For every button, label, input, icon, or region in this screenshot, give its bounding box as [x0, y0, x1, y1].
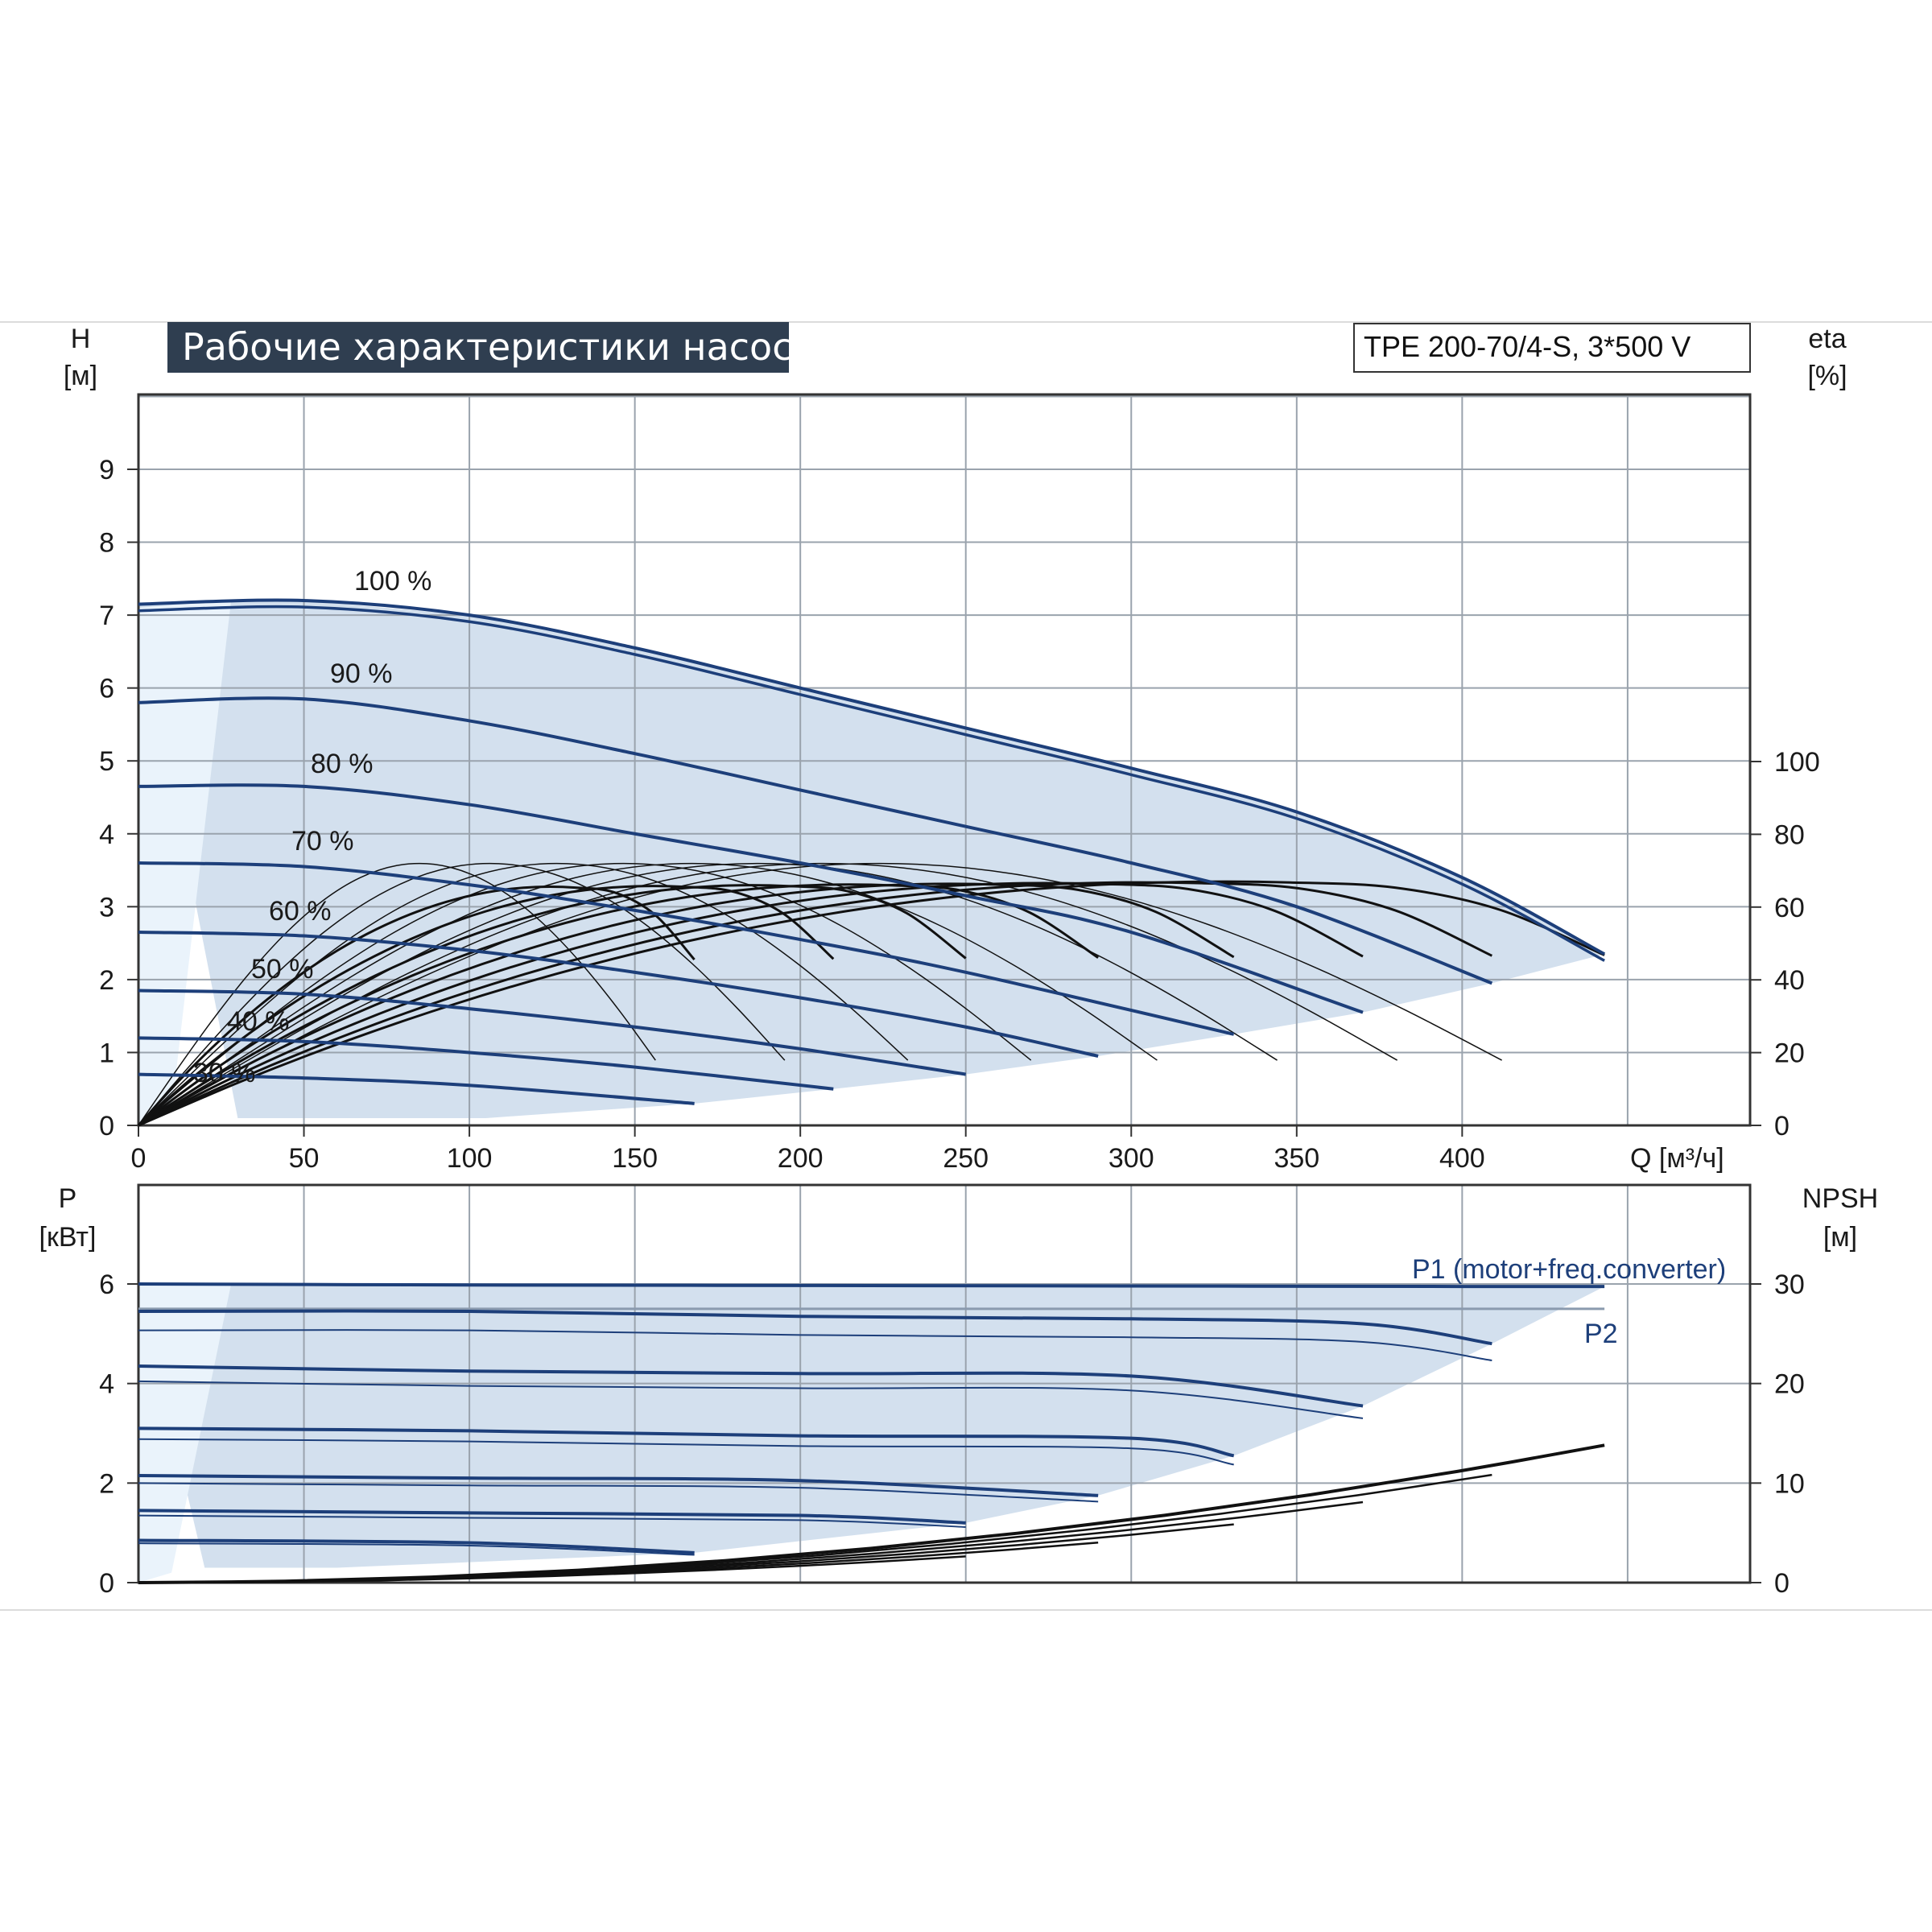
- power-curve: [138, 1309, 1492, 1346]
- efficiency-curve-thin: [138, 862, 656, 1126]
- y-right-tick-label: 80: [1774, 819, 1805, 850]
- head-efficiency-plot: 0 1 2 3 4 5 6 7 8 9 0 20 40 60 80 100 0 50 100 150 200 250 300…: [99, 393, 1820, 1174]
- npsh-tick-label: 30: [1774, 1269, 1805, 1300]
- y-left-unit-top: [м]: [64, 361, 97, 391]
- x-tick-label: 300: [1108, 1143, 1154, 1174]
- efficiency-curve: [138, 881, 1364, 1127]
- x-tick-label: 150: [612, 1143, 658, 1174]
- power-curve-p2: [138, 1438, 1234, 1466]
- x-tick-label: 250: [943, 1143, 989, 1174]
- p1-label: P1 (motor+freq.converter): [1412, 1254, 1726, 1285]
- power-curve: [138, 1282, 1605, 1289]
- head-curve: [138, 931, 1099, 1058]
- power-curve-p2: [138, 1482, 1099, 1503]
- head-curve: [138, 989, 967, 1076]
- head-curve: [138, 1036, 834, 1091]
- power-curve: [138, 1538, 695, 1554]
- speed-label: 80 %: [311, 749, 374, 779]
- y-left-tick-label: 8: [99, 528, 114, 559]
- speed-label: 60 %: [269, 896, 332, 927]
- power-curve: [138, 1509, 966, 1525]
- npsh-curve: [138, 1555, 966, 1584]
- p-tick-label: 4: [99, 1369, 114, 1400]
- efficiency-curve: [138, 885, 835, 1127]
- speed-label: 30 %: [193, 1058, 256, 1088]
- model-label: TPE 200-70/4-S, 3*500 V: [1364, 330, 1690, 363]
- efficiency-curve: [138, 883, 1099, 1127]
- y-left-tick-label: 4: [99, 819, 114, 850]
- efficiency-curve-thin: [138, 862, 786, 1126]
- power-curve-p2: [138, 1514, 966, 1528]
- head-curve: [138, 1072, 695, 1105]
- head-curve: [138, 605, 1605, 962]
- head-curve: [138, 598, 1606, 956]
- y-left-tick-label: 9: [99, 455, 114, 485]
- speed-label: 90 %: [330, 658, 393, 689]
- y-right-unit-top: [%]: [1807, 361, 1847, 391]
- head-curve: [138, 696, 1493, 985]
- x-tick-label: 200: [778, 1143, 824, 1174]
- y-right-tick-label: 100: [1774, 747, 1820, 778]
- chart-title: Рабочие характеристики насоса: [182, 325, 815, 369]
- y-left-tick-label: 3: [99, 892, 114, 923]
- power-curve: [138, 1364, 1364, 1408]
- efficiency-curve-thin: [138, 862, 909, 1126]
- x-tick-label: 100: [447, 1143, 493, 1174]
- efficiency-curve: [138, 884, 967, 1127]
- y-right-label-bottom: NPSH: [1802, 1183, 1878, 1214]
- efficiency-curve: [138, 881, 1492, 1127]
- power-curve: [138, 1426, 1235, 1458]
- power-curve-p2: [138, 1329, 1492, 1361]
- p-tick-label: 6: [99, 1269, 114, 1300]
- chart-title-box: Рабочие характеристики насоса: [167, 322, 815, 373]
- y-left-tick-label: 5: [99, 746, 114, 777]
- x-tick-label: 350: [1274, 1143, 1319, 1174]
- power-area: [138, 1284, 1605, 1568]
- y-right-tick-label: 60: [1774, 893, 1805, 923]
- npsh-tick-label: 0: [1774, 1568, 1790, 1599]
- power-low-area: [138, 1284, 232, 1583]
- speed-label: 50 %: [251, 954, 314, 985]
- y-right-unit-bottom: [м]: [1823, 1222, 1857, 1253]
- y-left-unit-bottom: [кВт]: [39, 1222, 97, 1253]
- speed-label: 70 %: [291, 826, 354, 857]
- y-left-tick-label: 6: [99, 674, 114, 704]
- y-right-tick-label: 0: [1774, 1111, 1790, 1141]
- power-curve: [138, 1474, 1099, 1497]
- efficiency-curve: [138, 882, 1235, 1127]
- y-left-tick-label: 0: [99, 1111, 114, 1141]
- x-tick-label: 400: [1439, 1143, 1485, 1174]
- model-box: TPE 200-70/4-S, 3*500 V: [1353, 323, 1751, 373]
- y-left-label-top: H: [71, 324, 91, 354]
- x-axis-label: Q [м³/ч]: [1630, 1143, 1724, 1174]
- speed-label: 100 %: [354, 566, 431, 597]
- power-curve-p2: [138, 1542, 695, 1556]
- top-plot-frame: [137, 393, 1752, 1127]
- x-tick-label: 50: [289, 1143, 320, 1174]
- y-right-tick-label: 40: [1774, 965, 1805, 996]
- power-npsh-plot: 0 2 4 6 0 10 20 30: [99, 1183, 1805, 1599]
- p2-label: P2: [1584, 1319, 1618, 1349]
- p-tick-label: 0: [99, 1568, 114, 1599]
- efficiency-curve: [138, 880, 1605, 1127]
- head-curve: [138, 861, 1235, 1036]
- y-left-tick-label: 1: [99, 1038, 114, 1068]
- head-curve: [138, 783, 1364, 1014]
- speed-label: 40 %: [227, 1006, 290, 1037]
- power-curve-p2: [138, 1380, 1364, 1419]
- npsh-tick-label: 10: [1774, 1468, 1805, 1499]
- y-right-label-top: eta: [1808, 324, 1846, 354]
- y-right-tick-label: 20: [1774, 1038, 1805, 1069]
- p-tick-label: 2: [99, 1468, 114, 1499]
- y-left-tick-label: 2: [99, 965, 114, 996]
- x-tick-label: 0: [131, 1143, 147, 1174]
- efficiency-curve-thin: [138, 862, 1158, 1126]
- npsh-tick-label: 20: [1774, 1369, 1805, 1400]
- y-left-tick-label: 7: [99, 601, 114, 631]
- y-left-label-bottom: P: [59, 1183, 77, 1214]
